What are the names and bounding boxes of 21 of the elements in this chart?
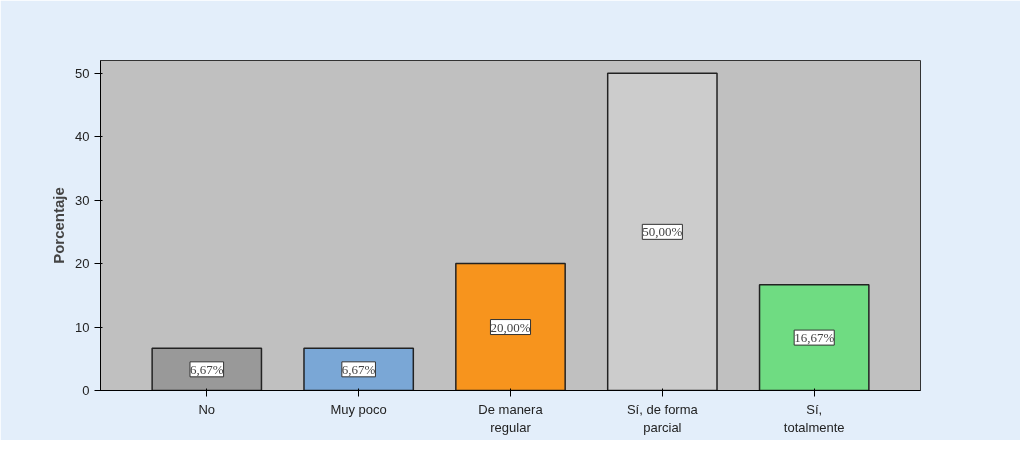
y-tick-label: 20 [75,256,90,272]
bar [303,347,415,391]
y-axis-title: Porcentaje [50,187,68,264]
x-tick-label: Sí, totalmente [783,401,845,435]
y-tick-label: 0 [82,383,90,398]
data-label: 16,67% [794,330,835,346]
bar [758,283,870,391]
y-tick-label: 50 [75,65,90,81]
y-tick-label: 40 [75,129,90,145]
x-tick-label: No [198,401,216,417]
bar [455,262,566,391]
bar [151,347,263,391]
y-tick-label: 10 [75,319,90,335]
data-label: 50,00% [642,224,683,240]
x-tick-label: Muy poco [330,401,387,417]
y-tick-label: 30 [75,192,90,208]
data-label: 20,00% [490,319,531,335]
data-label: 6,67% [341,361,376,377]
x-tick-label: De manera regular [478,401,544,435]
data-label: 6,67% [190,361,224,377]
x-tick-label: Sí, de forma parcial [626,401,699,435]
